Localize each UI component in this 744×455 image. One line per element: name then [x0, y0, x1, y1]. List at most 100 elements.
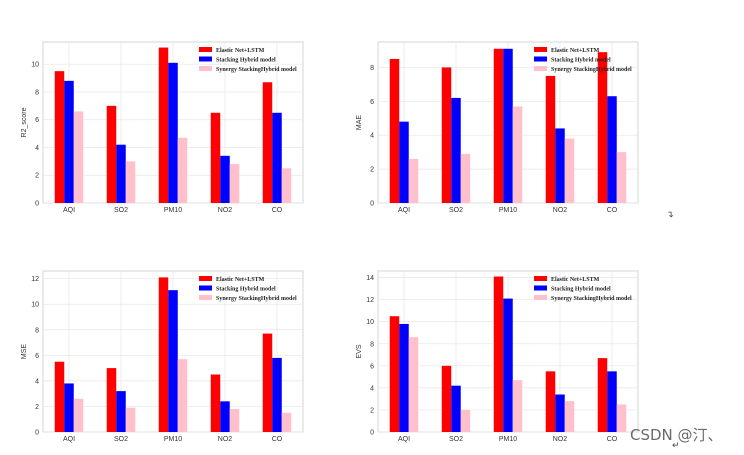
bar-synergy-stackinghybrid-model-pm10	[177, 137, 188, 203]
y-tick-label: 4	[370, 133, 374, 140]
y-tick-label: 6	[35, 117, 39, 124]
y-axis-label: MAE	[356, 115, 363, 131]
bar-synergy-stackinghybrid-model-no2	[564, 138, 575, 203]
legend-label: Stacking Hybrid model	[551, 58, 611, 64]
x-tick-label: NO2	[553, 207, 568, 214]
bar-synergy-stackinghybrid-model-aqi	[408, 337, 419, 432]
y-tick-label: 4	[370, 385, 374, 392]
return-symbol-icon: ↵	[672, 441, 680, 451]
legend-label: Synergy StackingHybrid model	[216, 67, 297, 73]
legend-label: Stacking Hybrid model	[216, 287, 276, 293]
legend-swatch	[534, 295, 547, 300]
x-tick-label: AQI	[398, 436, 410, 443]
bar-elastic-net-lstm-so2	[441, 67, 452, 203]
chart-mae: 0 2 4 6 8 AQI SO2 PM10 NO2 CO MAE Elastic Net+LSTM S…	[356, 41, 639, 214]
bar-stacking-hybrid-model-co	[272, 112, 282, 203]
y-tick-label: 10	[366, 319, 374, 326]
legend-swatch	[199, 295, 212, 300]
bar-stacking-hybrid-model-so2	[451, 385, 461, 432]
bar-synergy-stackinghybrid-model-co	[281, 412, 292, 432]
bar-synergy-stackinghybrid-model-pm10	[512, 106, 523, 203]
bar-stacking-hybrid-model-so2	[451, 97, 461, 203]
legend-swatch	[199, 276, 212, 281]
y-tick-label: 6	[370, 363, 374, 370]
bar-synergy-stackinghybrid-model-so2	[125, 407, 136, 432]
y-tick-label: 6	[370, 99, 374, 106]
bar-stacking-hybrid-model-no2	[555, 394, 565, 432]
bar-elastic-net-lstm-pm10	[158, 47, 169, 203]
bar-stacking-hybrid-model-aqi	[64, 80, 74, 203]
legend-swatch	[199, 285, 212, 291]
legend-label: Elastic Net+LSTM	[216, 48, 265, 54]
x-tick-label: NO2	[218, 207, 233, 214]
bar-stacking-hybrid-model-pm10	[503, 298, 513, 432]
bar-stacking-hybrid-model-co	[272, 357, 282, 432]
y-tick-label: 4	[35, 145, 39, 152]
bar-synergy-stackinghybrid-model-aqi	[408, 158, 419, 203]
y-tick-label: 12	[31, 276, 39, 283]
x-tick-label: NO2	[218, 436, 233, 443]
x-tick-label: PM10	[164, 207, 182, 214]
x-tick-label: CO	[607, 207, 618, 214]
bar-stacking-hybrid-model-co	[607, 96, 617, 203]
y-tick-label: 8	[370, 65, 374, 72]
y-tick-label: 8	[370, 341, 374, 348]
bar-stacking-hybrid-model-pm10	[168, 62, 178, 203]
legend-label: Elastic Net+LSTM	[216, 277, 265, 283]
y-axis-label: R2_score	[21, 107, 28, 137]
chart-evs: 0 2 4 6 8 10 12 14 AQI SO2 PM10 NO2 CO EVS Elastic Net…	[356, 270, 639, 443]
bar-stacking-hybrid-model-so2	[116, 391, 126, 432]
x-tick-label: AQI	[63, 436, 75, 443]
x-tick-label: AQI	[398, 207, 410, 214]
y-tick-label: 14	[366, 275, 374, 282]
x-tick-label: CO	[272, 436, 283, 443]
y-tick-label: 2	[370, 167, 374, 174]
bar-elastic-net-lstm-no2	[210, 374, 221, 432]
legend-swatch	[199, 47, 212, 52]
bar-synergy-stackinghybrid-model-aqi	[73, 111, 84, 203]
bar-stacking-hybrid-model-aqi	[64, 383, 74, 432]
bar-elastic-net-lstm-co	[597, 52, 608, 203]
bar-elastic-net-lstm-aqi	[54, 361, 65, 432]
bar-elastic-net-lstm-co	[262, 82, 273, 203]
bar-stacking-hybrid-model-no2	[220, 155, 230, 203]
x-tick-label: SO2	[449, 436, 463, 443]
bar-elastic-net-lstm-pm10	[158, 277, 169, 432]
y-tick-label: 2	[35, 404, 39, 411]
bar-elastic-net-lstm-co	[597, 358, 608, 432]
legend-label: Elastic Net+LSTM	[551, 48, 600, 54]
bar-synergy-stackinghybrid-model-so2	[125, 161, 136, 203]
x-tick-label: SO2	[114, 207, 128, 214]
legend-label: Stacking Hybrid model	[216, 58, 276, 64]
bar-elastic-net-lstm-so2	[106, 368, 117, 432]
y-tick-label: 8	[35, 89, 39, 96]
y-tick-label: 0	[370, 430, 374, 437]
bar-elastic-net-lstm-no2	[210, 112, 221, 203]
y-tick-label: 0	[35, 201, 39, 208]
x-tick-label: AQI	[63, 207, 75, 214]
bar-elastic-net-lstm-co	[262, 333, 273, 432]
legend-label: Synergy StackingHybrid model	[551, 296, 632, 302]
y-tick-label: 0	[35, 430, 39, 437]
legend-swatch	[534, 285, 547, 291]
y-axis-label: EVS	[356, 344, 363, 358]
legend-swatch	[199, 56, 212, 62]
bar-synergy-stackinghybrid-model-no2	[564, 401, 575, 432]
bar-synergy-stackinghybrid-model-so2	[460, 409, 471, 432]
bar-stacking-hybrid-model-no2	[220, 401, 230, 432]
y-tick-label: 2	[35, 173, 39, 180]
legend-label: Elastic Net+LSTM	[551, 277, 600, 283]
legend-swatch	[534, 276, 547, 281]
bar-elastic-net-lstm-so2	[106, 105, 117, 203]
y-tick-label: 12	[366, 297, 374, 304]
bar-elastic-net-lstm-pm10	[493, 48, 504, 203]
legend-label: Stacking Hybrid model	[551, 287, 611, 293]
bar-synergy-stackinghybrid-model-aqi	[73, 398, 84, 432]
legend-label: Synergy StackingHybrid model	[551, 67, 632, 73]
bar-stacking-hybrid-model-aqi	[399, 323, 409, 432]
y-tick-label: 8	[35, 327, 39, 334]
y-tick-label: 10	[31, 62, 39, 69]
legend-swatch	[534, 47, 547, 52]
bar-stacking-hybrid-model-pm10	[503, 48, 513, 203]
bar-synergy-stackinghybrid-model-pm10	[512, 380, 523, 432]
